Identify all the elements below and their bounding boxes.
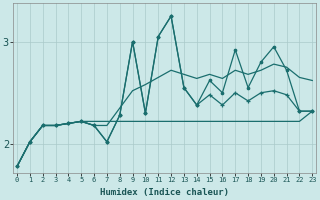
X-axis label: Humidex (Indice chaleur): Humidex (Indice chaleur) — [100, 188, 229, 197]
